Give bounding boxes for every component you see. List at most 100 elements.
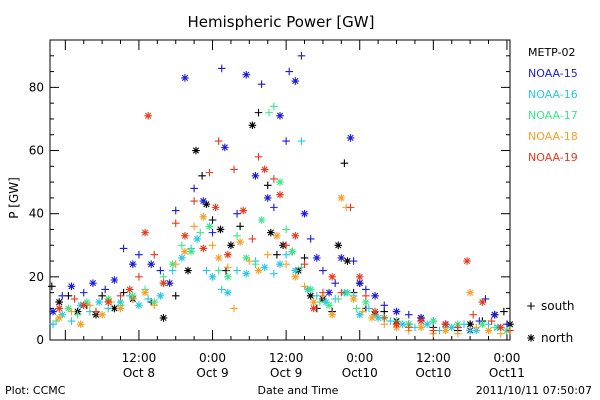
x-tick-time-label: 12:00: [416, 351, 451, 365]
data-point-north: [193, 235, 201, 243]
data-point-south: [70, 295, 79, 303]
data-point-north: [199, 244, 208, 253]
data-point-north: [199, 213, 208, 221]
data-point-north: [325, 301, 333, 310]
data-point-north: [181, 247, 189, 256]
data-point-south: [500, 307, 508, 316]
data-point-north: [64, 304, 73, 313]
data-point-south: [217, 285, 226, 294]
data-point-north: [187, 247, 195, 256]
data-point-south: [340, 159, 349, 167]
data-point-south: [282, 260, 290, 269]
data-point-south: [230, 304, 238, 313]
data-point-south: [116, 291, 125, 300]
data-point-north: [288, 247, 297, 256]
data-point-north: [355, 279, 364, 287]
data-point-south: [263, 250, 272, 259]
data-point-north: [58, 310, 67, 319]
data-point-north: [216, 225, 225, 234]
data-point-south: [248, 235, 257, 243]
data-point-north: [463, 257, 471, 265]
data-point-north: [239, 206, 247, 215]
data-point-south: [282, 225, 290, 234]
data-point-north: [368, 314, 376, 322]
data-point-south: [198, 171, 206, 180]
series-legend: METP-02 NOAA-15 NOAA-16 NOAA-17 NOAA-18 NOAA-…: [528, 46, 578, 164]
data-point-south: [349, 257, 358, 265]
data-point-south: [380, 314, 389, 322]
data-point-south: [67, 317, 76, 325]
data-point-north: [466, 288, 474, 297]
data-point-north: [337, 254, 346, 262]
data-point-north: [147, 260, 155, 269]
data-point-south: [334, 295, 343, 303]
data-point-north: [447, 323, 456, 332]
legend-entry: NOAA-16: [528, 88, 578, 101]
data-point-south: [331, 279, 339, 287]
data-point-north: [497, 323, 505, 332]
data-point-north: [55, 304, 63, 313]
legend-entry: NOAA-19: [528, 151, 578, 164]
data-point-north: [55, 314, 63, 322]
marker-legend-label: south: [541, 299, 575, 313]
data-point-north: [355, 310, 364, 319]
data-point-north: [328, 310, 336, 319]
data-point-north: [178, 254, 186, 262]
data-point-north: [79, 301, 88, 310]
data-point-south: [208, 241, 217, 250]
data-point-south: [150, 250, 159, 259]
data-point-south: [171, 260, 180, 269]
data-point-north: [208, 273, 217, 281]
data-point-south: [270, 102, 278, 111]
y-axis-ticks: 0 20 40 60 80: [29, 55, 510, 347]
data-point-north: [181, 74, 189, 82]
data-point-north: [242, 70, 251, 79]
data-point-south: [300, 282, 309, 291]
data-point-south: [346, 203, 355, 212]
data-point-south: [98, 291, 106, 300]
data-point-south: [73, 310, 82, 319]
data-point-north: [199, 197, 208, 205]
x-tick-date-label: Oct10: [342, 366, 378, 380]
data-point-north: [337, 194, 346, 202]
data-point-south: [487, 317, 496, 325]
data-point-north: [349, 295, 358, 303]
data-point-south: [202, 266, 211, 275]
plot-timestamp: 2011/10/11 07:50:07: [476, 384, 592, 397]
data-point-north: [309, 298, 318, 306]
data-point-north: [276, 190, 284, 199]
data-point-north: [371, 291, 379, 300]
data-point-north: [248, 121, 257, 130]
data-point-south: [319, 266, 327, 275]
data-point-south: [171, 206, 180, 215]
x-tick-date-label: Oct10: [415, 366, 451, 380]
data-point-north: [83, 298, 91, 306]
data-point-north: [110, 276, 119, 284]
data-point-north: [267, 228, 275, 237]
data-point-north: [184, 266, 192, 275]
data-point-north: [398, 320, 407, 329]
data-point-south: [270, 175, 278, 183]
data-point-north: [306, 291, 315, 300]
data-point-north: [362, 298, 370, 306]
data-point-north: [276, 111, 284, 120]
y-tick-label: 80: [29, 80, 44, 94]
data-point-north: [211, 203, 220, 212]
data-point-north: [242, 269, 251, 278]
data-point-south: [135, 250, 143, 259]
data-point-south: [254, 153, 263, 161]
data-point-north: [141, 228, 149, 237]
data-point-south: [129, 295, 137, 303]
plot-source: Plot: CCMC: [5, 384, 66, 397]
data-point-north: [466, 320, 474, 329]
data-point-north: [205, 222, 214, 231]
data-point-south: [119, 244, 128, 253]
x-tick-date-label: Oct 9: [196, 366, 228, 380]
y-axis-label: P [GW]: [7, 177, 21, 219]
data-point-north: [355, 273, 364, 281]
data-point-south: [233, 231, 241, 240]
data-point-south: [270, 203, 278, 212]
data-point-south: [359, 307, 367, 316]
